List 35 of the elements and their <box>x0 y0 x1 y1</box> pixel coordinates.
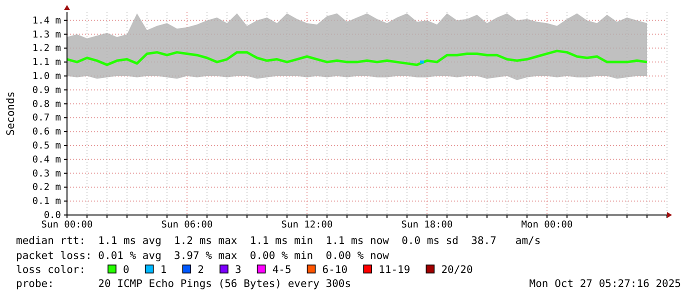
y-tick-label: 1.4 m <box>32 15 62 26</box>
legend-label: 1 <box>160 264 167 276</box>
text: probe: 20 ICMP Echo Pings (56 Bytes) every 300s <box>16 278 352 290</box>
y-tick-label: 0.7 m <box>32 112 62 124</box>
y-tick-label: 0.6 m <box>32 126 62 138</box>
y-tick-label: 0.9 m <box>32 84 62 96</box>
y-tick-label: 1.0 m <box>32 71 62 82</box>
legend-label: 0 <box>123 264 130 276</box>
y-tick-label: 0.4 m <box>32 154 62 166</box>
x-tick-label: Sun 12:00 <box>281 220 334 231</box>
y-tick-label: 1.2 m <box>32 43 62 54</box>
x-tick-label: Sun 00:00 <box>41 220 94 231</box>
legend-label: 3 <box>234 264 242 276</box>
y-tick-label: 0.5 m <box>32 140 62 152</box>
y-tick-label: 1.1 m <box>32 57 62 68</box>
y-tick-label: 0.1 m <box>32 196 62 208</box>
text: Mon Oct 27 05:27:16 2025 <box>529 278 681 290</box>
legend-label: 11-19 <box>378 264 410 276</box>
x-tick-label: Mon 00:00 <box>521 220 574 231</box>
line-series <box>66 50 648 66</box>
text: packet loss: 0.01 % avg 3.97 % max 0.00 % min 0.00 % now <box>16 250 390 262</box>
y-tick-label: 0.2 m <box>32 182 62 194</box>
x-tick-label: Sun 18:00 <box>401 220 454 231</box>
legend-label: 6-10 <box>322 264 348 276</box>
legend-label: 4-5 <box>272 264 292 276</box>
legend-label: 20/20 <box>441 264 473 276</box>
y-tick-label: 0.0 <box>44 210 62 222</box>
x-tick-label: Sun 06:00 <box>161 220 214 231</box>
text: median rtt: 1.1 ms avg 1.2 ms max 1.1 ms min 1.1 ms now 0.0 ms sd 38.7 am/s <box>16 235 541 247</box>
y-axis-title: Seconds <box>5 91 17 136</box>
y-tick-label: 1.3 m <box>32 29 62 40</box>
y-tick-label: 0.3 m <box>32 168 62 180</box>
legend-title: loss color: <box>16 264 86 276</box>
y-tick-label: 0.8 m <box>32 98 62 110</box>
legend-label: 2 <box>198 264 204 276</box>
